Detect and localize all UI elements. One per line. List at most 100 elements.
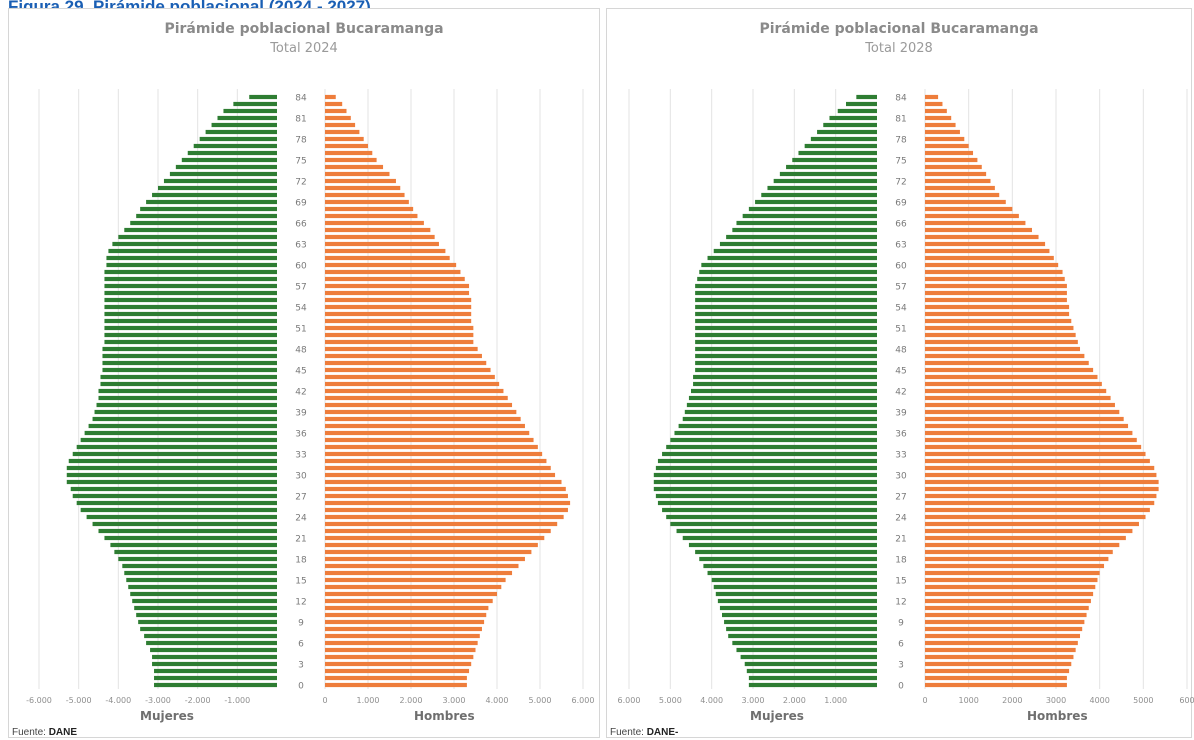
bar-hombres — [925, 234, 1039, 240]
bar-hombres — [925, 633, 1081, 639]
bar-mujeres — [703, 563, 877, 569]
bar-mujeres — [693, 374, 877, 380]
bar-hombres — [925, 290, 1067, 296]
age-tick-label: 27 — [895, 493, 906, 503]
bar-mujeres — [748, 682, 877, 688]
bar-mujeres — [684, 409, 877, 415]
bar-hombres — [925, 332, 1076, 338]
bar-hombres — [325, 157, 377, 163]
bar-mujeres — [112, 241, 277, 247]
bar-hombres — [325, 668, 470, 674]
bar-mujeres — [653, 486, 877, 492]
bar-hombres — [325, 199, 409, 205]
age-tick-label: 51 — [295, 325, 306, 335]
bar-mujeres — [688, 542, 877, 548]
bar-mujeres — [655, 493, 877, 499]
age-tick-label: 63 — [895, 241, 906, 251]
bar-mujeres — [846, 101, 877, 107]
bar-mujeres — [100, 381, 277, 387]
bar-mujeres — [98, 388, 277, 394]
bar-hombres — [325, 514, 564, 520]
age-tick-label: 33 — [895, 451, 906, 461]
bar-hombres — [325, 178, 396, 184]
bar-mujeres — [856, 94, 877, 100]
bar-mujeres — [150, 647, 277, 653]
age-tick-label: 27 — [295, 493, 306, 503]
age-tick-label: 6 — [298, 640, 304, 650]
bar-hombres — [325, 423, 525, 429]
bar-hombres — [925, 192, 1000, 198]
age-tick-label: 21 — [295, 535, 306, 545]
bar-hombres — [925, 374, 1098, 380]
bar-mujeres — [736, 647, 877, 653]
bar-mujeres — [132, 598, 277, 604]
bar-mujeres — [779, 171, 877, 177]
bar-hombres — [925, 605, 1089, 611]
bar-hombres — [325, 577, 506, 583]
bar-hombres — [325, 283, 470, 289]
bar-mujeres — [66, 472, 277, 478]
x-tick-label: -1.000 — [224, 696, 250, 705]
age-tick-label: 54 — [295, 304, 307, 314]
age-tick-label: 54 — [895, 304, 907, 314]
bar-hombres — [925, 150, 974, 156]
bar-mujeres — [653, 472, 877, 478]
bar-mujeres — [662, 507, 877, 513]
bar-hombres — [325, 220, 424, 226]
bar-mujeres — [726, 234, 877, 240]
bar-hombres — [925, 493, 1157, 499]
x-tick-label: 6.000 — [572, 696, 595, 705]
bar-hombres — [325, 619, 485, 625]
bar-hombres — [325, 374, 495, 380]
bar-mujeres — [104, 290, 277, 296]
bar-hombres — [325, 598, 493, 604]
bar-hombres — [925, 661, 1072, 667]
x-tick-label: 4.000 — [700, 696, 723, 705]
bar-mujeres — [136, 612, 277, 618]
age-tick-label: 24 — [295, 514, 307, 524]
age-tick-label: 30 — [895, 472, 907, 482]
age-tick-label: 6 — [898, 640, 904, 650]
bar-hombres — [925, 325, 1074, 331]
bar-mujeres — [211, 122, 277, 128]
bar-mujeres — [146, 199, 277, 205]
bar-mujeres — [657, 458, 877, 464]
bar-hombres — [925, 570, 1100, 576]
bar-mujeres — [104, 276, 277, 282]
bar-mujeres — [695, 339, 877, 345]
axis-title-mujeres: Mujeres — [140, 709, 194, 723]
bar-hombres — [325, 150, 373, 156]
bar-hombres — [325, 675, 467, 681]
bar-mujeres — [761, 192, 877, 198]
bar-mujeres — [695, 290, 877, 296]
bar-mujeres — [100, 374, 277, 380]
bar-hombres — [925, 101, 943, 107]
bar-mujeres — [746, 668, 877, 674]
pyramid-plot: 6.000 5.000 4.000 3.000 2.000 1.000 0 1000 2000 3… — [618, 89, 1194, 705]
bar-mujeres — [719, 605, 877, 611]
bar-mujeres — [84, 430, 277, 436]
bar-hombres — [925, 409, 1120, 415]
bar-mujeres — [114, 549, 277, 555]
bar-mujeres — [217, 115, 277, 121]
bar-mujeres — [670, 437, 877, 443]
bar-mujeres — [744, 661, 877, 667]
x-tick-label: 1.000 — [824, 696, 847, 705]
age-tick-label: 57 — [295, 283, 306, 293]
bar-hombres — [925, 514, 1146, 520]
bar-mujeres — [693, 381, 877, 387]
bar-hombres — [325, 605, 489, 611]
bar-mujeres — [717, 598, 877, 604]
bar-hombres — [325, 234, 435, 240]
bar-mujeres — [102, 367, 277, 373]
bar-hombres — [325, 437, 534, 443]
bar-mujeres — [122, 563, 277, 569]
x-tick-label: -2.000 — [185, 696, 211, 705]
bar-mujeres — [181, 157, 277, 163]
bar-hombres — [925, 136, 965, 142]
bar-mujeres — [695, 353, 877, 359]
axis-title-hombres: Hombres — [1027, 709, 1088, 723]
age-tick-label: 72 — [295, 178, 306, 188]
bar-mujeres — [98, 528, 277, 534]
bar-mujeres — [199, 136, 277, 142]
